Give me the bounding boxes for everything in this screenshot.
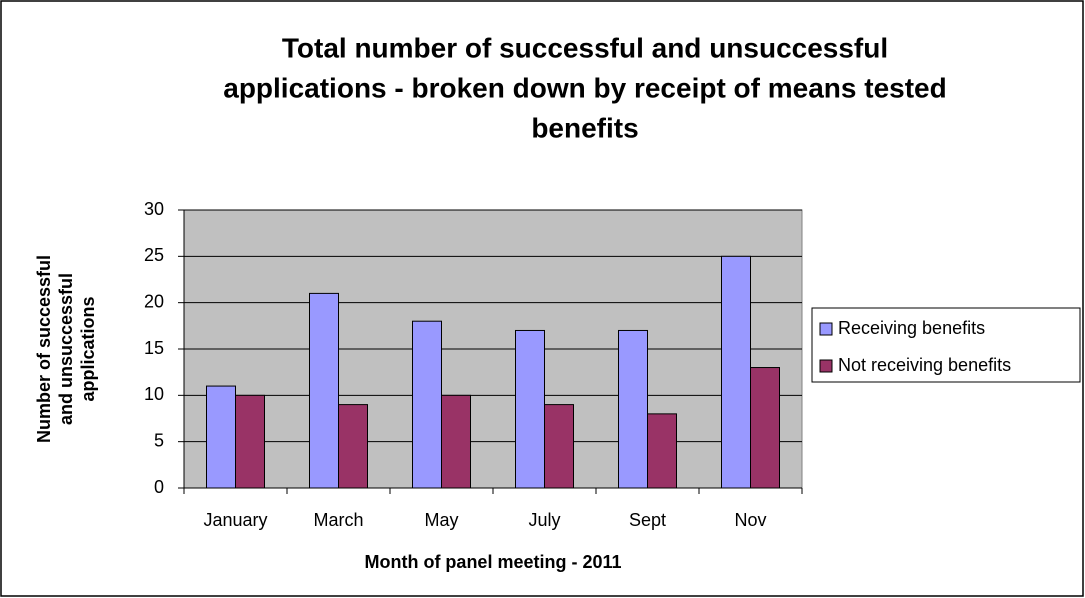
y-axis-label-line: Number of successful [34, 255, 54, 443]
y-tick-label: 30 [144, 199, 164, 219]
y-tick-label: 20 [144, 291, 164, 311]
bar [721, 255, 751, 489]
bar [235, 394, 265, 489]
y-tick-label: 0 [154, 477, 164, 497]
legend-label: Receiving benefits [838, 318, 985, 338]
x-tick-label: Sept [629, 510, 666, 530]
bar [441, 394, 471, 489]
bar [618, 329, 648, 489]
legend-swatch [819, 322, 833, 336]
bar [544, 404, 574, 489]
y-tick-label: 5 [154, 430, 164, 450]
y-tick-label: 25 [144, 245, 164, 265]
chart-title: Total number of successful and unsuccess… [282, 32, 888, 63]
bar [309, 292, 339, 489]
legend-label: Not receiving benefits [838, 355, 1011, 375]
legend-swatch [819, 359, 833, 373]
legend-box [811, 307, 1081, 383]
bar [412, 320, 442, 489]
bar [647, 413, 677, 489]
x-tick-label: January [203, 510, 267, 530]
y-axis-label-line: applications [78, 296, 98, 401]
x-tick-label: March [313, 510, 363, 530]
x-axis-label: Month of panel meeting - 2011 [364, 552, 621, 572]
y-tick-label: 15 [144, 338, 164, 358]
x-tick-label: July [528, 510, 560, 530]
x-tick-label: Nov [734, 510, 766, 530]
y-axis-label: Number of successful and unsuccessful ap… [34, 255, 98, 443]
y-tick-label: 10 [144, 384, 164, 404]
bar [206, 385, 236, 489]
bar [338, 404, 368, 489]
x-tick-label: May [424, 510, 458, 530]
bar [515, 329, 545, 489]
chart-title: applications - broken down by receipt of… [223, 72, 946, 103]
chart-title: benefits [531, 112, 638, 143]
bar [750, 367, 780, 489]
y-axis-label-line: and unsuccessful [56, 273, 76, 425]
